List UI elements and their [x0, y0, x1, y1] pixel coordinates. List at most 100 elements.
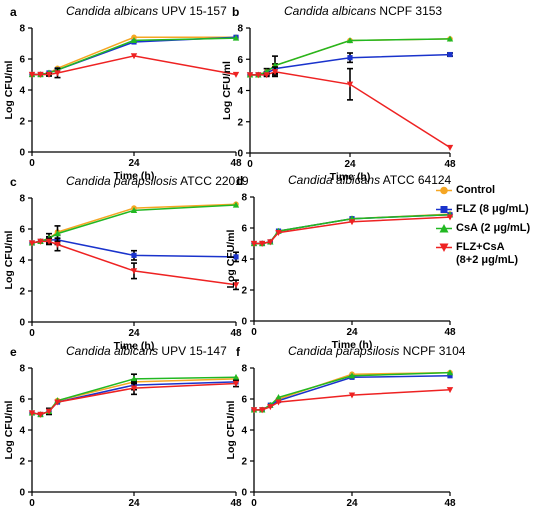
data-point: [346, 37, 354, 44]
data-point: [131, 252, 137, 258]
y-tick-label: 2: [19, 117, 25, 128]
data-point: [232, 282, 240, 289]
y-tick-label: 8: [19, 194, 25, 205]
data-point: [258, 407, 266, 414]
y-tick-label: 2: [237, 117, 243, 128]
data-point: [28, 71, 36, 78]
panel-title: Candida albicans UPV 15-147: [66, 344, 227, 358]
panel-title-strain: ATCC 22019: [177, 174, 248, 188]
legend-label-flz-csa-dose: (8+2 μg/mL): [456, 254, 519, 266]
data-point: [267, 239, 274, 246]
data-point: [54, 230, 61, 237]
series-flzcsa: [246, 66, 454, 151]
y-tick-label: 0: [19, 148, 25, 159]
panel-title-strain: NCPF 3153: [376, 4, 442, 18]
x-tick-label: 24: [128, 328, 140, 339]
y-tick-label: 8: [19, 364, 25, 375]
panel-letter: d: [236, 174, 243, 188]
data-point: [263, 72, 270, 79]
data-point: [37, 411, 44, 418]
data-point: [447, 51, 453, 58]
data-point: [45, 71, 53, 78]
x-tick-label: 0: [247, 159, 253, 170]
series-flzcsa: [28, 379, 240, 418]
panel-title-species: Candida albicans: [284, 4, 376, 18]
x-tick-label: 48: [230, 328, 242, 339]
y-tick-label: 6: [19, 225, 25, 236]
x-tick-label: 24: [128, 158, 140, 169]
data-point: [233, 254, 239, 260]
data-point: [348, 372, 356, 379]
panel-letter: c: [10, 175, 17, 189]
panel-title-species: Candida parapsilosis: [288, 344, 399, 358]
x-tick-label: 24: [128, 498, 140, 509]
legend-label-control: Control: [456, 184, 496, 196]
panel-letter: f: [236, 345, 241, 359]
x-tick-label: 0: [29, 158, 35, 169]
data-point: [37, 71, 44, 78]
y-tick-label: 6: [19, 395, 25, 406]
legend-marker-circle-icon: [436, 186, 452, 195]
data-point: [271, 69, 279, 76]
x-tick-label: 48: [444, 498, 456, 509]
y-axis-label: Log CFU/ml: [225, 229, 237, 288]
series-flzcsa: [28, 237, 240, 291]
panel-title: Candida albicans UPV 15-157: [66, 4, 227, 18]
y-tick-label: 6: [241, 224, 247, 235]
data-point: [130, 268, 138, 275]
data-point: [54, 399, 61, 406]
data-point: [232, 380, 240, 387]
y-tick-label: 4: [19, 256, 25, 267]
panel-title-strain: ATCC 64124: [380, 173, 451, 187]
y-tick-label: 2: [241, 457, 247, 468]
data-point: [130, 207, 138, 213]
x-tick-label: 0: [251, 498, 257, 509]
data-point: [130, 53, 138, 60]
panel-title-species: Candida parapsilosis: [66, 174, 177, 188]
panel-title: Candida albicans ATCC 64124: [288, 173, 452, 187]
y-tick-label: 0: [241, 488, 247, 499]
data-point: [446, 35, 454, 42]
y-tick-label: 8: [237, 24, 243, 35]
y-tick-label: 4: [241, 426, 247, 437]
y-tick-label: 4: [19, 426, 25, 437]
data-point: [275, 394, 282, 401]
legend-label-csa: CsA (2 μg/mL): [456, 222, 531, 234]
panel-title-species: Candida albicans: [66, 344, 158, 358]
x-tick-label: 0: [29, 498, 35, 509]
data-point: [347, 55, 353, 61]
x-tick-label: 0: [29, 328, 35, 339]
y-axis-label: Log CFU/ml: [3, 60, 15, 119]
y-tick-label: 6: [237, 55, 243, 66]
data-point: [28, 410, 36, 417]
data-point: [130, 385, 138, 392]
x-tick-label: 48: [230, 158, 242, 169]
panel-title-strain: NCPF 3104: [399, 344, 465, 358]
data-point: [130, 37, 138, 43]
y-tick-label: 2: [241, 286, 247, 297]
panel-letter: b: [232, 5, 239, 19]
legend-marker-triangle-up-icon: [436, 224, 452, 233]
x-axis-label: Time (h): [332, 339, 373, 351]
data-point: [54, 70, 61, 77]
data-point: [246, 72, 254, 79]
x-axis-label: Time (h): [114, 340, 155, 352]
x-tick-label: 24: [346, 327, 358, 338]
data-point: [45, 238, 53, 245]
y-axis-label: Log CFU/ml: [221, 61, 233, 120]
y-tick-label: 8: [241, 193, 247, 204]
panel-title-species: Candida albicans: [66, 4, 158, 18]
x-axis-label: Time (h): [330, 171, 371, 183]
x-tick-label: 0: [251, 327, 257, 338]
panel-title: Candida albicans NCPF 3153: [284, 4, 442, 18]
y-axis-label: Log CFU/ml: [3, 400, 15, 459]
data-point: [45, 408, 53, 415]
data-point: [250, 407, 258, 414]
legend-item-flz-csa: FLZ+CsA (8+2 μg/mL): [436, 241, 548, 267]
panel-title: Candida parapsilosis ATCC 22019: [66, 174, 249, 188]
